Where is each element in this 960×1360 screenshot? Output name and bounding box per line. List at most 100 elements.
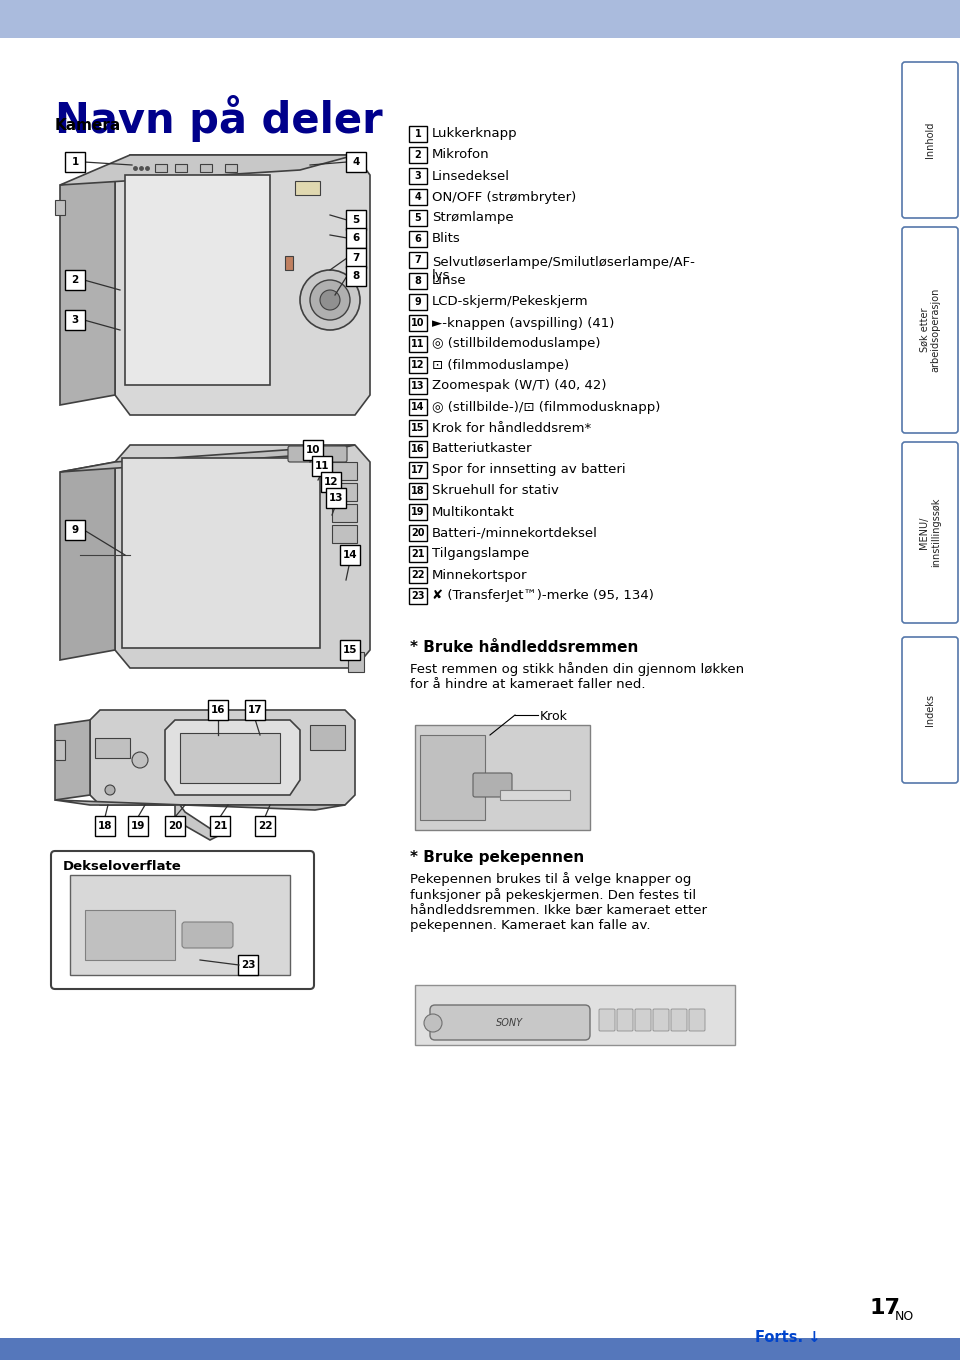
FancyBboxPatch shape (346, 248, 366, 268)
Bar (70, 874, 290, 975)
Text: MENU/
innstillingssøk: MENU/ innstillingssøk (920, 498, 941, 567)
Text: 18: 18 (98, 821, 112, 831)
Text: 23: 23 (241, 960, 255, 970)
Bar (332, 525, 357, 543)
Text: Søk etter
arbeidsoperasjon: Søk etter arbeidsoperasjon (920, 288, 941, 373)
FancyBboxPatch shape (409, 420, 427, 437)
Text: 1: 1 (415, 129, 421, 139)
Text: 2: 2 (71, 275, 79, 286)
FancyBboxPatch shape (409, 316, 427, 330)
Bar (225, 165, 237, 171)
Text: Forts. ↓: Forts. ↓ (755, 1330, 821, 1345)
Text: 11: 11 (315, 461, 329, 471)
Text: 4: 4 (352, 156, 360, 167)
Circle shape (105, 785, 115, 796)
Text: ✘ (TransferJet™)-merke (95, 134): ✘ (TransferJet™)-merke (95, 134) (432, 589, 654, 602)
Bar (415, 725, 590, 830)
FancyBboxPatch shape (409, 189, 427, 205)
Text: Multikontakt: Multikontakt (432, 506, 515, 518)
FancyBboxPatch shape (65, 520, 85, 540)
Text: ►-knappen (avspilling) (41): ►-knappen (avspilling) (41) (432, 317, 614, 329)
Bar (310, 725, 345, 749)
FancyBboxPatch shape (245, 700, 265, 719)
Polygon shape (55, 719, 90, 800)
FancyBboxPatch shape (409, 231, 427, 248)
Bar (415, 985, 735, 1044)
Text: 12: 12 (324, 477, 338, 487)
Bar (95, 738, 130, 758)
Bar (0, 0, 960, 38)
FancyBboxPatch shape (409, 336, 427, 352)
Circle shape (320, 290, 340, 310)
Bar (0, 1338, 960, 1360)
Polygon shape (115, 155, 370, 415)
Bar (200, 165, 212, 171)
FancyBboxPatch shape (653, 1009, 669, 1031)
Text: SONY: SONY (496, 1019, 523, 1028)
Text: Blits: Blits (432, 233, 461, 246)
Text: 14: 14 (411, 403, 424, 412)
FancyBboxPatch shape (182, 922, 233, 948)
Text: ◎ (stillbildemoduslampe): ◎ (stillbildemoduslampe) (432, 337, 601, 351)
FancyBboxPatch shape (303, 441, 323, 460)
Text: 13: 13 (411, 381, 424, 392)
Text: 11: 11 (411, 339, 424, 350)
FancyBboxPatch shape (689, 1009, 705, 1031)
Text: 1: 1 (71, 156, 79, 167)
FancyBboxPatch shape (671, 1009, 687, 1031)
FancyBboxPatch shape (409, 356, 427, 373)
Text: ⊡ (filmmoduslampe): ⊡ (filmmoduslampe) (432, 359, 569, 371)
FancyBboxPatch shape (346, 209, 366, 230)
Text: Innhold: Innhold (925, 122, 935, 158)
FancyBboxPatch shape (473, 772, 512, 797)
Text: Minnekortspor: Minnekortspor (432, 568, 527, 582)
Bar (332, 483, 357, 500)
Text: 13: 13 (328, 494, 344, 503)
Text: 10: 10 (305, 445, 321, 456)
FancyBboxPatch shape (128, 816, 148, 836)
Text: 17: 17 (870, 1297, 901, 1318)
Text: ON/OFF (strømbryter): ON/OFF (strømbryter) (432, 190, 576, 204)
Polygon shape (60, 462, 115, 660)
Text: 2: 2 (415, 150, 421, 160)
Text: 8: 8 (352, 271, 360, 282)
Text: 4: 4 (415, 192, 421, 203)
FancyBboxPatch shape (210, 816, 230, 836)
Text: 6: 6 (415, 234, 421, 243)
Bar (55, 200, 65, 215)
Text: lys: lys (432, 269, 450, 282)
Text: 15: 15 (343, 645, 357, 656)
Text: LCD-skjerm/Pekeskjerm: LCD-skjerm/Pekeskjerm (432, 295, 588, 309)
Text: Linse: Linse (432, 275, 467, 287)
Text: 17: 17 (248, 704, 262, 715)
Polygon shape (90, 710, 355, 805)
FancyBboxPatch shape (340, 545, 360, 564)
Text: NO: NO (895, 1310, 914, 1323)
Text: ◎ (stillbilde-)/⊡ (filmmodusknapp): ◎ (stillbilde-)/⊡ (filmmodusknapp) (432, 400, 660, 413)
FancyBboxPatch shape (95, 816, 115, 836)
Text: 8: 8 (415, 276, 421, 286)
FancyBboxPatch shape (409, 209, 427, 226)
Text: Mikrofon: Mikrofon (432, 148, 490, 162)
Text: 17: 17 (411, 465, 424, 475)
Text: 9: 9 (415, 296, 421, 307)
Bar (500, 790, 570, 800)
FancyBboxPatch shape (238, 955, 258, 975)
Text: 22: 22 (257, 821, 273, 831)
Text: 19: 19 (411, 507, 424, 517)
Polygon shape (175, 805, 220, 840)
Text: 7: 7 (415, 256, 421, 265)
Text: 21: 21 (411, 549, 424, 559)
Text: 20: 20 (411, 528, 424, 539)
Bar (348, 651, 364, 672)
Text: Pekepennen brukes til å velge knapper og
funksjoner på pekeskjermen. Den festes : Pekepennen brukes til å velge knapper og… (410, 872, 707, 932)
Text: Lukkerknapp: Lukkerknapp (432, 128, 517, 140)
Text: Zoomespak (W/T) (40, 42): Zoomespak (W/T) (40, 42) (432, 379, 607, 393)
FancyBboxPatch shape (409, 252, 427, 268)
Text: 3: 3 (415, 171, 421, 181)
Text: 5: 5 (415, 214, 421, 223)
Text: 21: 21 (213, 821, 228, 831)
Text: Krok for håndleddsrem*: Krok for håndleddsrem* (432, 422, 591, 434)
Circle shape (300, 271, 360, 330)
FancyBboxPatch shape (409, 294, 427, 310)
